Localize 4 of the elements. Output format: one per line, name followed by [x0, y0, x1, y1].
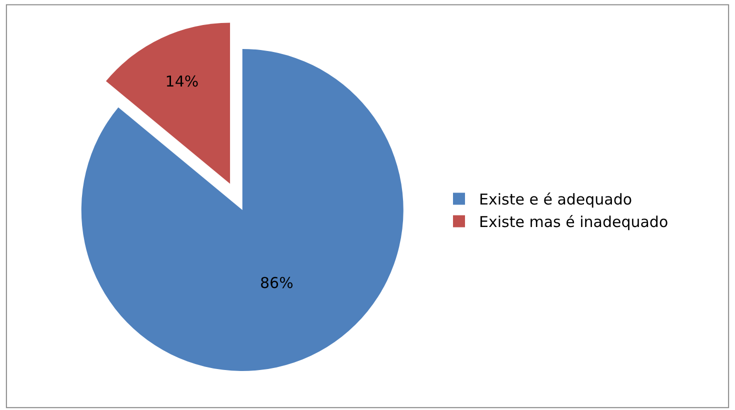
legend-label: Existe e é adequado	[479, 190, 632, 209]
data-label: 14%	[165, 72, 199, 91]
data-label: 86%	[260, 274, 294, 292]
legend-label: Existe mas é inadequado	[479, 213, 668, 232]
